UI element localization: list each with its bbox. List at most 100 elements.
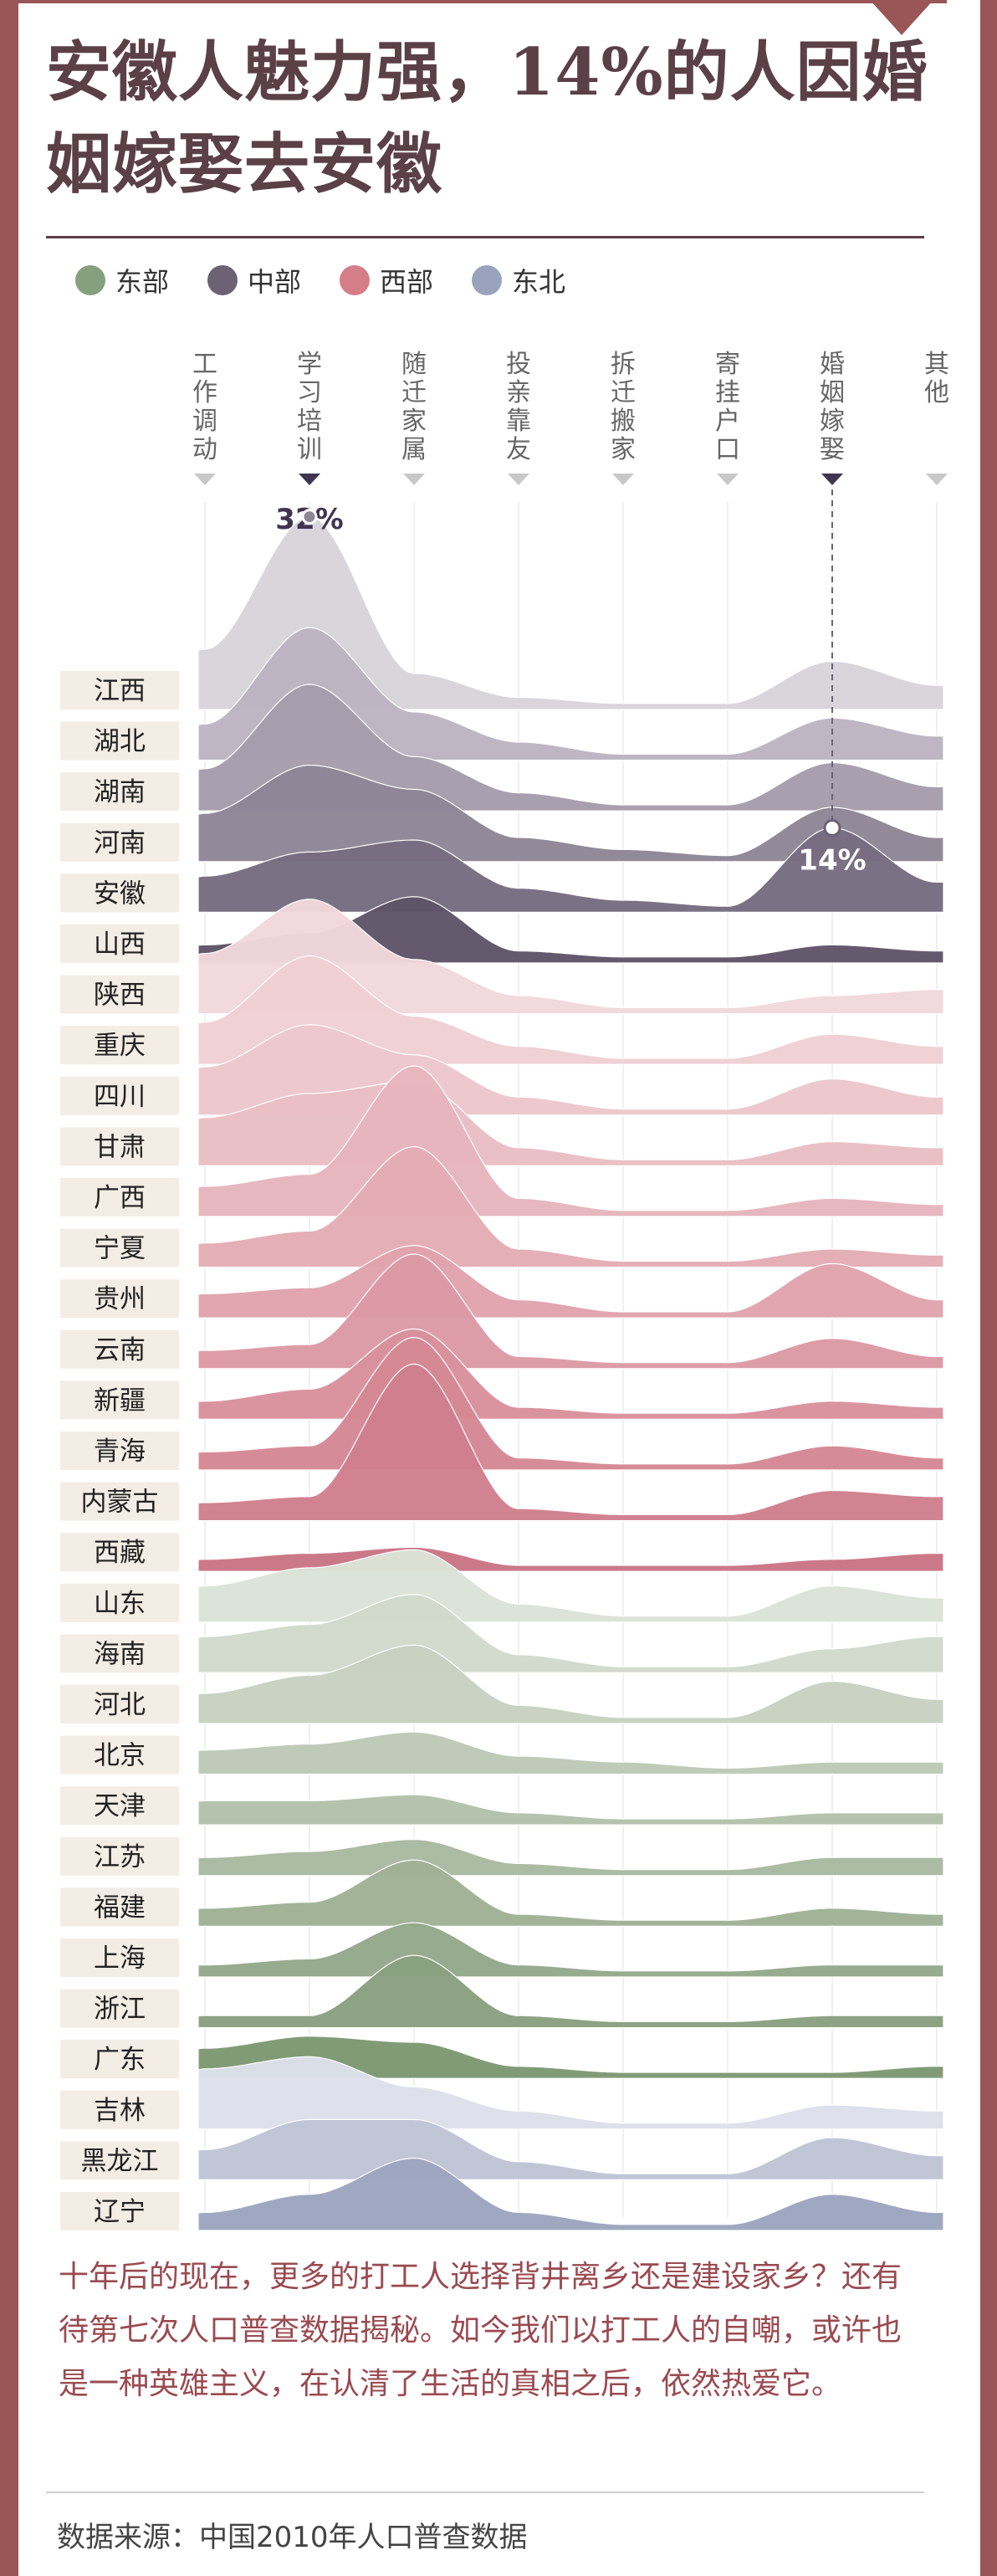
province-label: 西藏 xyxy=(94,1538,146,1568)
province-label-box xyxy=(60,1836,179,1876)
legend-item: 东北 xyxy=(472,261,565,300)
svg-text:训: 训 xyxy=(297,435,322,464)
category-marker-icon xyxy=(194,474,216,485)
province-label-box xyxy=(60,1583,179,1622)
province-label: 天津 xyxy=(94,1791,146,1821)
province-label-box xyxy=(60,873,179,913)
province-label: 贵州 xyxy=(94,1284,146,1314)
province-label: 重庆 xyxy=(94,1031,146,1061)
legend-item: 中部 xyxy=(207,261,301,300)
province-label-box xyxy=(60,1431,179,1470)
province-label-box xyxy=(60,924,179,963)
title-divider xyxy=(46,236,924,238)
svg-text:户: 户 xyxy=(715,407,740,436)
svg-text:习: 习 xyxy=(297,378,322,407)
province-label: 内蒙古 xyxy=(81,1488,159,1518)
svg-text:婚: 婚 xyxy=(820,350,845,379)
province-label-box xyxy=(60,1685,179,1723)
svg-text:友: 友 xyxy=(506,435,531,464)
annotation-dot xyxy=(823,819,841,837)
category-marker-icon xyxy=(612,474,634,485)
svg-text:娶: 娶 xyxy=(820,435,845,464)
ridge-area xyxy=(197,1731,944,1775)
province-label: 山西 xyxy=(94,930,146,960)
province-label-box xyxy=(60,1482,179,1521)
ridge-area xyxy=(197,1794,944,1826)
page-title: 安徽人魅力强，14%的人因婚姻嫁娶去安徽 xyxy=(46,34,928,202)
svg-text:属: 属 xyxy=(401,435,427,464)
province-label-box xyxy=(60,2141,179,2180)
province-label: 河南 xyxy=(94,828,146,858)
province-label-box xyxy=(60,1887,179,1927)
svg-text:其: 其 xyxy=(924,350,949,379)
province-label: 福建 xyxy=(94,1892,146,1923)
province-label-box xyxy=(60,1279,179,1319)
province-label-box xyxy=(60,1329,179,1369)
province-label: 四川 xyxy=(94,1082,146,1112)
annotation-dot xyxy=(301,509,318,525)
province-label: 北京 xyxy=(94,1741,146,1771)
province-label-box xyxy=(60,2192,179,2230)
province-label-box xyxy=(60,1127,179,1166)
svg-text:搬: 搬 xyxy=(611,407,636,436)
legend-swatch-icon xyxy=(207,265,238,295)
ridgeline-chart: 工作调动学习培训随迁家属投亲靠友拆迁搬家寄挂户口婚姻嫁娶其他江西湖北湖南河南安徽… xyxy=(60,350,949,2231)
legend-label: 东部 xyxy=(115,266,170,298)
svg-text:学: 学 xyxy=(297,350,322,379)
province-label-box xyxy=(60,1989,179,2028)
top-border-line xyxy=(18,0,947,3)
province-label-box xyxy=(60,1938,179,1977)
svg-text:作: 作 xyxy=(192,378,217,407)
footer-paragraph: 十年后的现在，更多的打工人选择背井离乡还是建设家乡？还有待第七次人口普查数据揭秘… xyxy=(59,2260,902,2401)
category-marker-icon xyxy=(821,474,843,485)
province-label: 江西 xyxy=(94,676,146,706)
svg-text:口: 口 xyxy=(715,435,740,464)
svg-text:家: 家 xyxy=(401,407,427,436)
province-label-box xyxy=(60,1228,179,1268)
corner-triangle-icon xyxy=(870,0,933,35)
province-label-box xyxy=(60,822,179,862)
ridge-area xyxy=(197,2036,944,2079)
province-label: 陕西 xyxy=(94,981,146,1011)
province-label: 甘肃 xyxy=(94,1132,146,1162)
province-label-box xyxy=(60,1533,179,1572)
ridge-area xyxy=(197,1253,944,1370)
province-label: 浙江 xyxy=(94,1995,146,2025)
svg-text:家: 家 xyxy=(611,435,636,464)
svg-text:投: 投 xyxy=(506,350,531,379)
legend-item: 东部 xyxy=(75,261,169,300)
svg-text:随: 随 xyxy=(401,350,427,379)
province-label: 安徽 xyxy=(94,878,146,909)
province-label: 山东 xyxy=(94,1589,146,1619)
ridge-area xyxy=(197,955,944,1065)
category-marker-icon xyxy=(926,474,948,485)
province-label-box xyxy=(60,1380,179,1420)
province-label-box xyxy=(60,721,179,761)
svg-text:他: 他 xyxy=(924,378,949,407)
ridge-area xyxy=(197,2157,944,2231)
province-label-box xyxy=(60,2040,179,2079)
province-label-box xyxy=(60,772,179,812)
ridge-area xyxy=(197,2056,944,2130)
province-label-box xyxy=(60,1076,179,1115)
legend-swatch-icon xyxy=(472,265,503,295)
province-label: 吉林 xyxy=(94,2096,146,2126)
ridge-area xyxy=(197,627,944,761)
province-label: 江苏 xyxy=(94,1842,146,1872)
svg-text:挂: 挂 xyxy=(715,378,740,407)
ridge-area xyxy=(197,1954,944,2029)
category-marker-icon xyxy=(299,474,320,485)
province-label-box xyxy=(60,1786,179,1826)
province-label: 广东 xyxy=(94,2045,146,2075)
province-label: 河北 xyxy=(94,1690,146,1720)
province-label-box xyxy=(60,671,179,709)
category-label: 婚姻嫁娶 xyxy=(820,350,845,464)
svg-text:姻: 姻 xyxy=(820,378,845,407)
province-label: 宁夏 xyxy=(94,1234,146,1264)
svg-text:嫁: 嫁 xyxy=(820,407,845,436)
ridge-area xyxy=(197,1839,944,1877)
